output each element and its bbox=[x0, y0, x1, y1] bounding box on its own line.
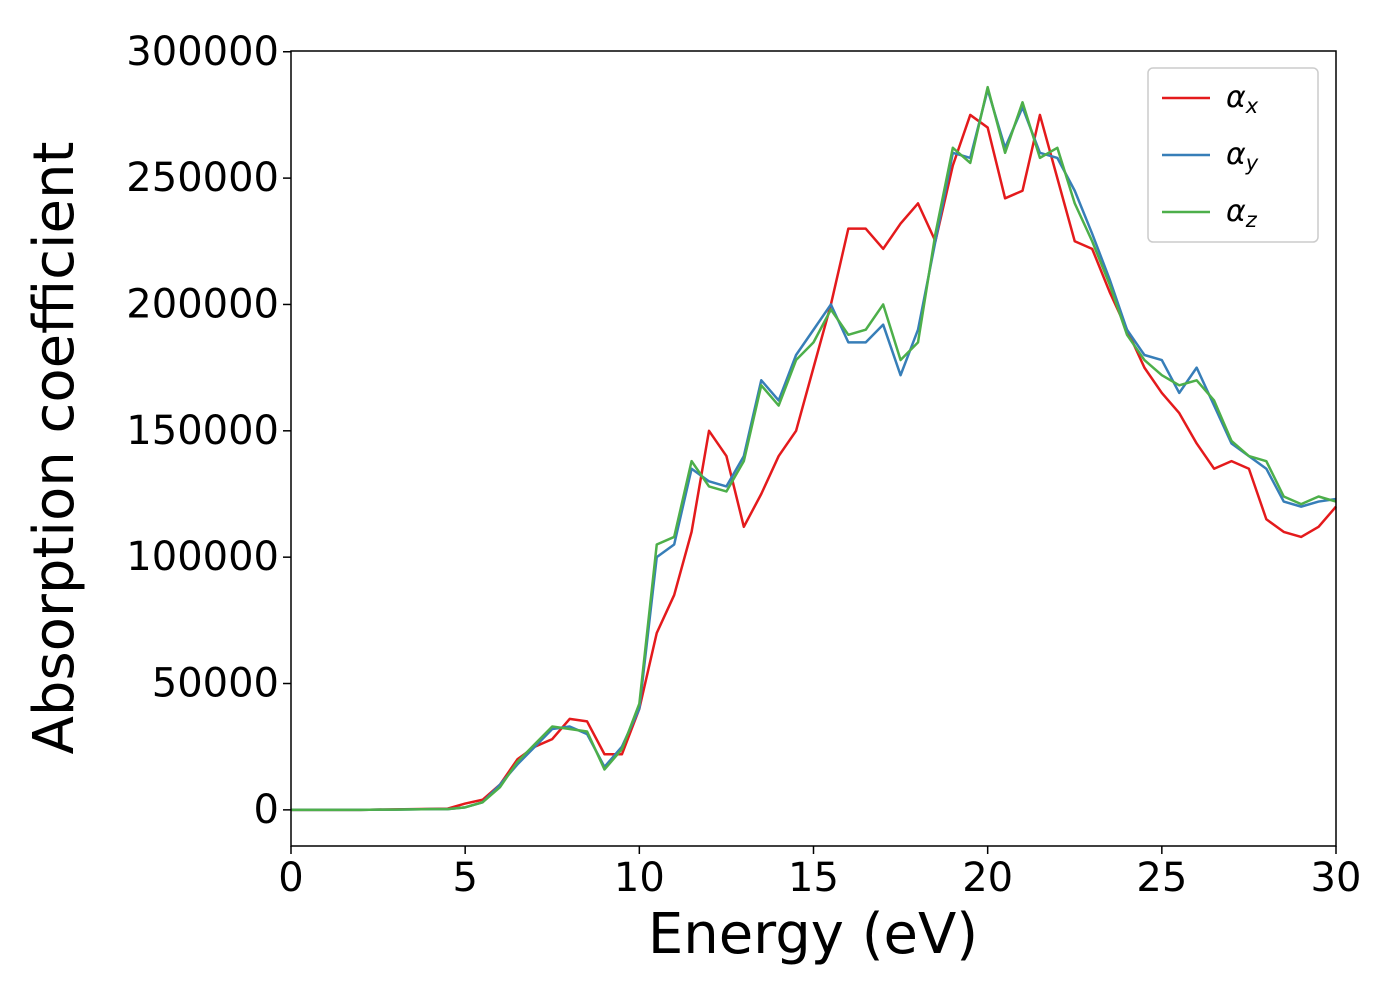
y-axis-label: Absorption coefficient bbox=[22, 142, 87, 755]
legend-label: αz bbox=[1226, 194, 1258, 233]
x-tick-label: 0 bbox=[278, 855, 303, 901]
x-tick-label: 15 bbox=[788, 855, 839, 901]
x-tick-label: 5 bbox=[452, 855, 477, 901]
legend-box bbox=[1147, 67, 1319, 243]
plot-frame bbox=[290, 50, 1337, 847]
x-tick-label: 20 bbox=[962, 855, 1013, 901]
y-tick-label: 250000 bbox=[126, 155, 279, 201]
x-axis-label: Energy (eV) bbox=[648, 902, 978, 967]
legend-label: αx bbox=[1226, 80, 1259, 119]
y-tick-label: 200000 bbox=[126, 281, 279, 327]
y-tick-label: 0 bbox=[254, 787, 279, 833]
y-tick-label: 150000 bbox=[126, 408, 279, 454]
y-tick-label: 100000 bbox=[126, 534, 279, 580]
y-tick-label: 300000 bbox=[126, 29, 279, 75]
data-line bbox=[291, 85, 1337, 812]
x-tick-label: 30 bbox=[1311, 855, 1362, 901]
x-tick-label: 10 bbox=[614, 855, 665, 901]
legend-label: αy bbox=[1226, 137, 1259, 176]
data-line bbox=[291, 113, 1337, 812]
y-tick-label: 50000 bbox=[152, 661, 279, 707]
x-tick-label: 25 bbox=[1136, 855, 1187, 901]
